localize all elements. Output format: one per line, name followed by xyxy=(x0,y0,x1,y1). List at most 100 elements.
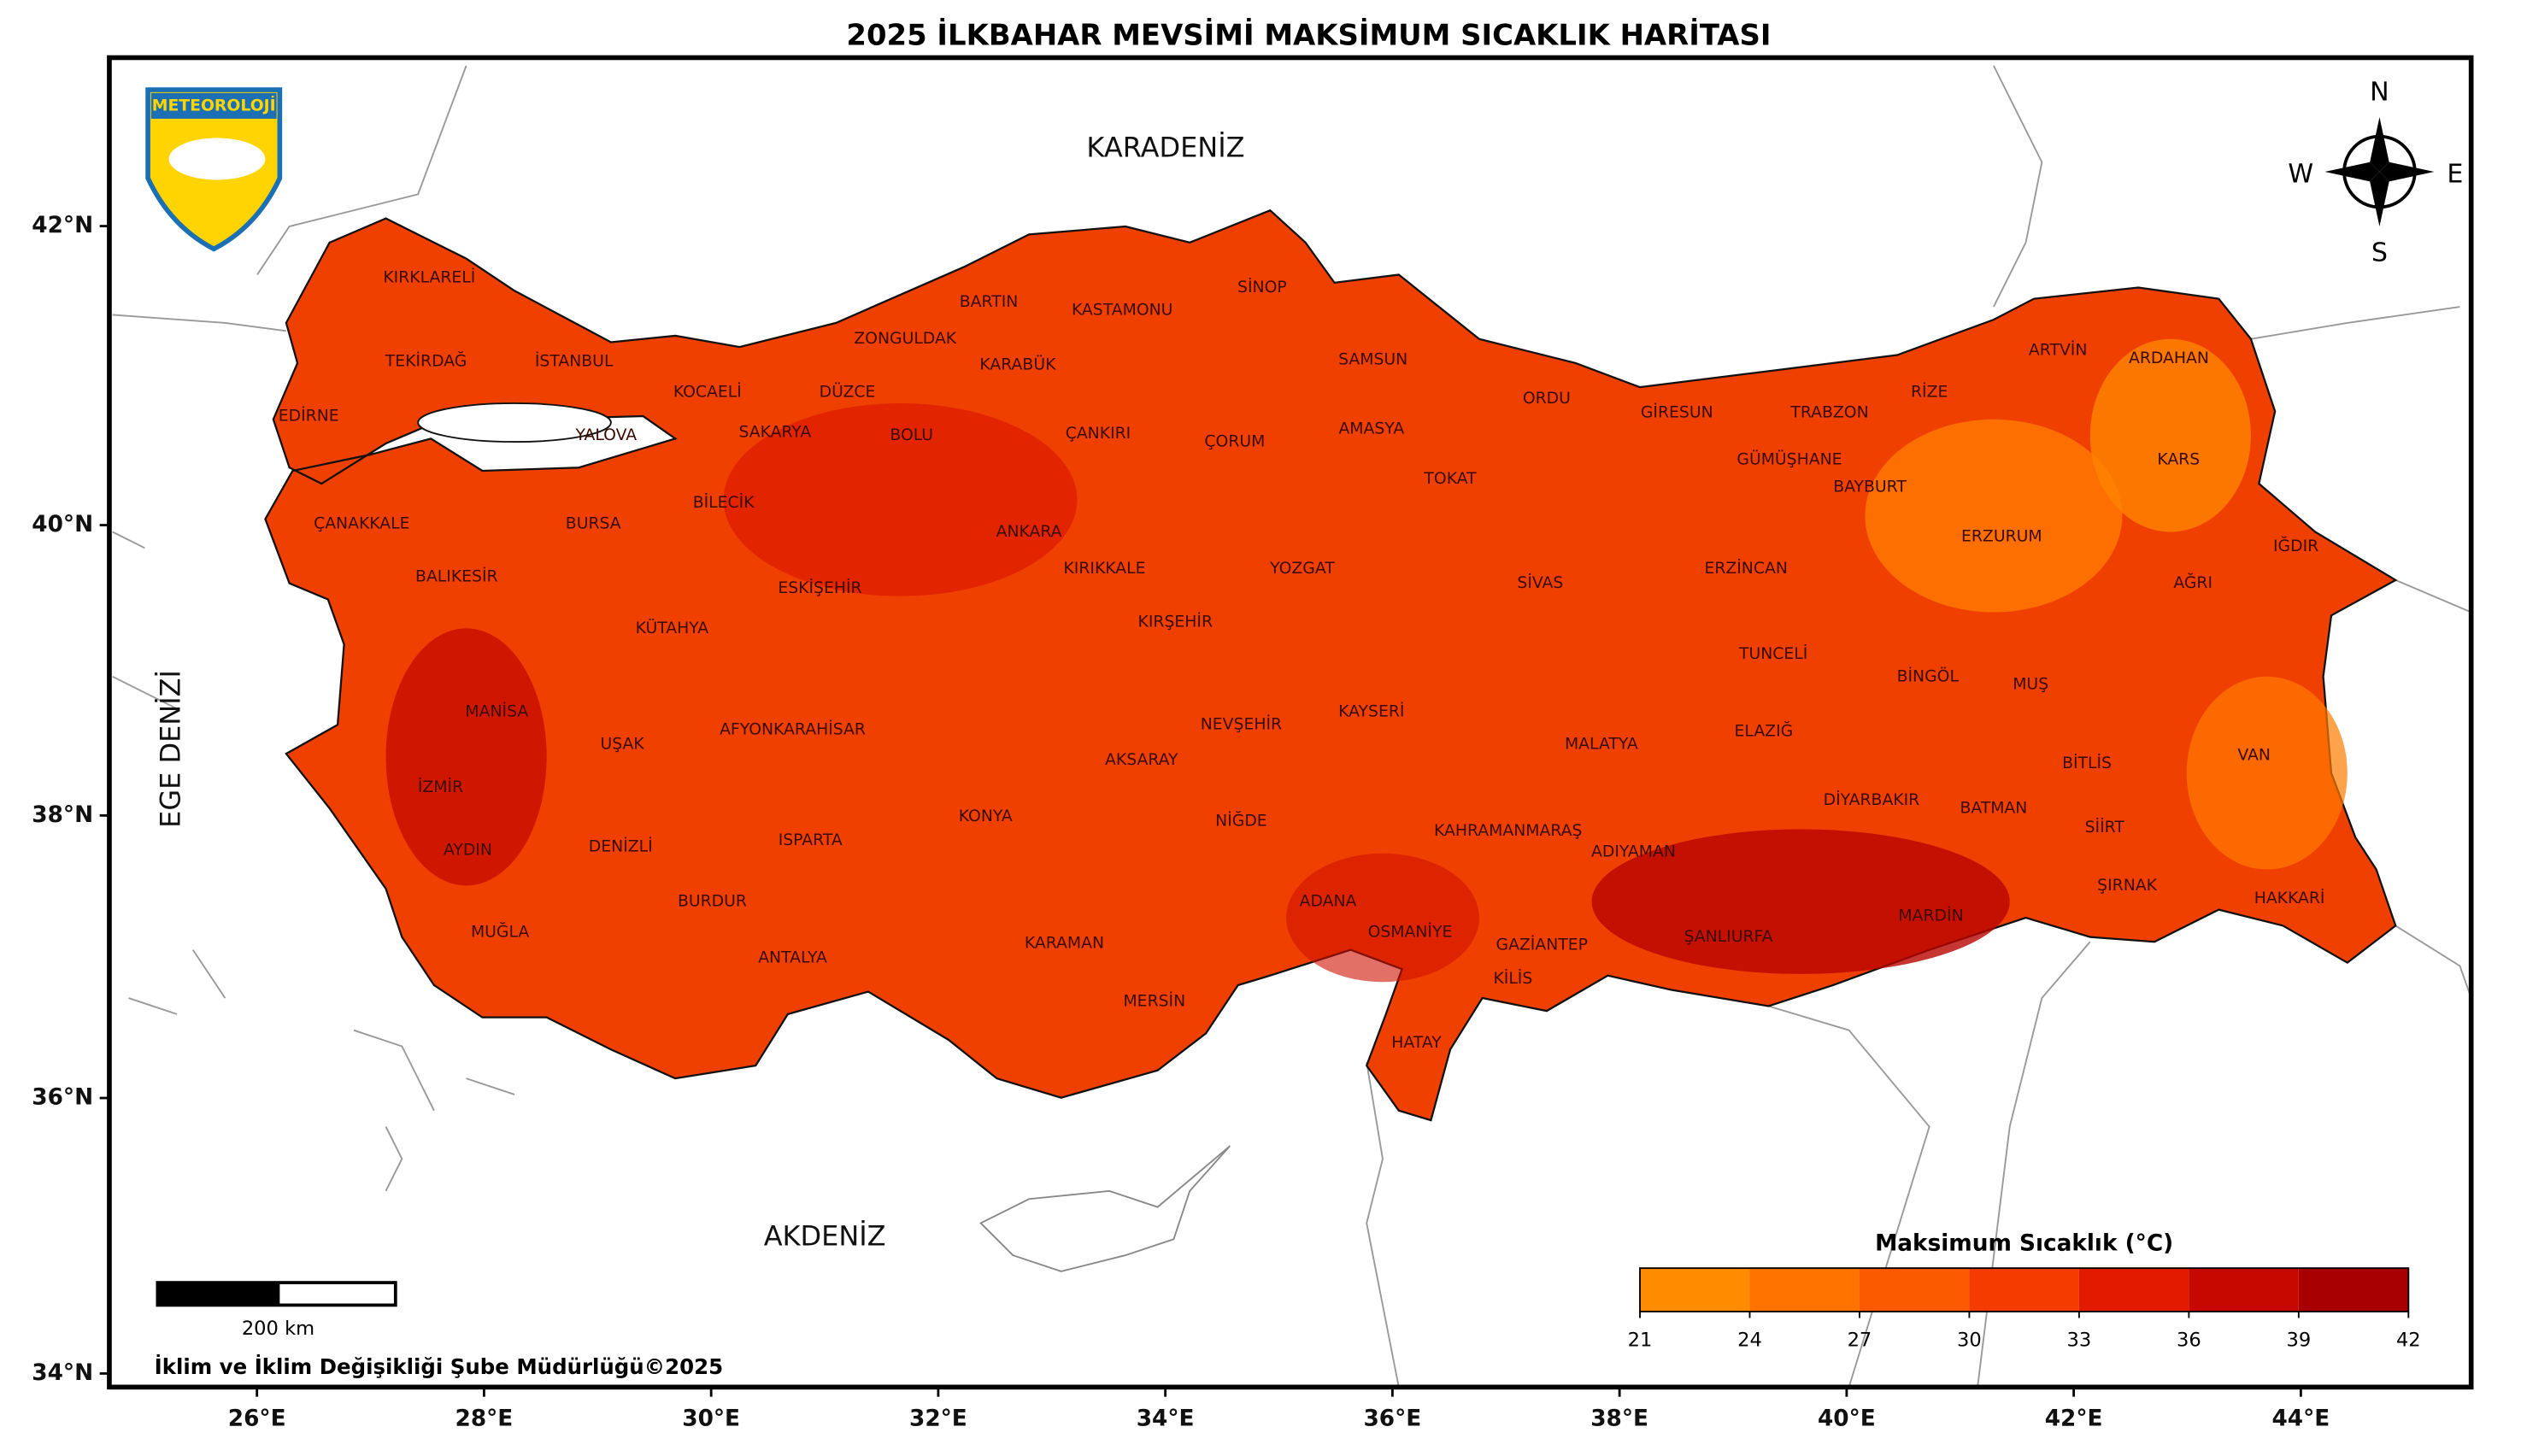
scale-label: 200 km xyxy=(242,1318,314,1340)
province-label: ERZURUM xyxy=(1961,528,2042,546)
province-label: BATMAN xyxy=(1960,800,2027,818)
logo-text: METEOROLOJİ xyxy=(152,94,276,114)
temperature-field xyxy=(264,208,2398,1122)
colorbar-tick-label: 21 xyxy=(1628,1329,1653,1351)
colorbar-tick-label: 36 xyxy=(2177,1329,2201,1351)
province-label: ÇANAKKALE xyxy=(314,515,409,533)
province-label: UŞAK xyxy=(600,735,644,753)
x-tick-label: 44°E xyxy=(2271,1406,2330,1431)
province-label: KIRŞEHİR xyxy=(1138,611,1213,631)
province-label: KİLİS xyxy=(1493,968,1532,988)
province-label: SİVAS xyxy=(1517,572,1563,592)
compass-needle xyxy=(2379,161,2435,182)
province-label: GAZİANTEP xyxy=(1496,934,1588,954)
province-label: ZONGULDAK xyxy=(854,330,957,348)
islands xyxy=(128,949,515,1192)
compass-n: N xyxy=(2370,77,2389,107)
colorbar-tick-label: 33 xyxy=(2067,1329,2092,1351)
province-label: MUĞLA xyxy=(471,920,529,941)
province-label: TEKİRDAĞ xyxy=(385,350,467,371)
x-tick-label: 30°E xyxy=(682,1406,740,1431)
marmara-sea xyxy=(417,402,612,443)
province-label: BALIKESİR xyxy=(415,567,498,586)
province-label: MALATYA xyxy=(1565,735,1638,753)
province-label: ARTVİN xyxy=(2029,339,2088,359)
basemap xyxy=(112,65,2472,1388)
hot-zone xyxy=(1286,853,1479,983)
province-label: TOKAT xyxy=(1423,470,1477,488)
province-label: BURDUR xyxy=(678,893,747,911)
province-label: ERZİNCAN xyxy=(1704,558,1787,578)
colorbar-segment xyxy=(1969,1268,2079,1312)
compass-needle xyxy=(2324,161,2380,182)
province-label: BOLU xyxy=(890,426,933,444)
neighbor-border xyxy=(112,65,2472,1388)
cyprus xyxy=(979,1145,1231,1272)
province-label: KARAMAN xyxy=(1025,935,1104,953)
legend-title: Maksimum Sıcaklık (°C) xyxy=(1875,1230,2173,1256)
y-tick-label: 34°N xyxy=(32,1360,93,1386)
province-label: OSMANİYE xyxy=(1368,921,1453,941)
cool-zone xyxy=(2089,338,2251,532)
colorbar-frame xyxy=(1639,1267,2410,1312)
province-label: AFYONKARAHİSAR xyxy=(720,719,866,738)
province-label: ARDAHAN xyxy=(2129,349,2209,367)
scale-bar: 200 km xyxy=(156,1281,397,1340)
colorbar-segment xyxy=(2298,1268,2409,1312)
colorbar-tick-label: 42 xyxy=(2396,1329,2421,1351)
colorbar-segment xyxy=(2078,1268,2189,1312)
province-label: NİĞDE xyxy=(1215,810,1267,831)
logo-cloud xyxy=(168,138,266,180)
compass-needle xyxy=(2370,117,2389,173)
province-label: İSTANBUL xyxy=(535,351,614,371)
province-label: ŞIRNAK xyxy=(2097,877,2157,895)
colorbar-segment xyxy=(1640,1268,1750,1312)
province-label: ISPARTA xyxy=(779,831,843,849)
province-label: AMASYA xyxy=(1338,420,1404,438)
y-tick-label: 38°N xyxy=(32,802,93,828)
colorbar-tick-label: 27 xyxy=(1848,1329,1872,1351)
province-label: ANTALYA xyxy=(758,949,827,967)
hot-zone xyxy=(1591,829,2010,974)
colorbar-segment xyxy=(2189,1268,2299,1312)
footer: İklim ve İklim Değişikliği Şube Müdürlüğ… xyxy=(155,1354,724,1379)
province-label: BİNGÖL xyxy=(1897,666,1960,685)
province-label: TUNCELİ xyxy=(1738,643,1807,663)
scale-bar-fill xyxy=(157,1283,280,1306)
province-label: SAMSUN xyxy=(1338,351,1407,369)
sea-label: EGE DENİZİ xyxy=(154,670,186,828)
sea-label: AKDENİZ xyxy=(764,1219,886,1252)
province-label: ORDU xyxy=(1523,390,1571,408)
province-label: ŞANLIURFA xyxy=(1684,928,1772,946)
province-label: BARTIN xyxy=(960,293,1019,311)
compass-s: S xyxy=(2371,238,2388,267)
logo: METEOROLOJİ xyxy=(145,87,283,252)
x-tick-label: 40°E xyxy=(1818,1406,1876,1431)
province-label: KARS xyxy=(2157,450,2200,468)
colorbar-tick-label: 24 xyxy=(1737,1329,1762,1351)
cool-zone xyxy=(1865,419,2123,613)
province-label: BAYBURT xyxy=(1833,478,1907,496)
province-label: AKSARAY xyxy=(1105,751,1178,769)
province-label: DÜZCE xyxy=(820,381,876,401)
province-label: KÜTAHYA xyxy=(636,618,709,637)
compass-needle xyxy=(2370,172,2389,227)
province-label: HATAY xyxy=(1391,1034,1442,1052)
hot-zone xyxy=(723,402,1078,596)
province-label: VAN xyxy=(2237,746,2271,764)
logo-band xyxy=(150,92,277,119)
province-label: ADIYAMAN xyxy=(1591,842,1676,860)
province-label: RİZE xyxy=(1911,381,1948,401)
province-label: ELAZIĞ xyxy=(1735,719,1794,740)
province-label: DENİZLİ xyxy=(589,837,653,856)
province-label: DİYARBAKIR xyxy=(1824,790,1920,809)
province-label: KIRKLARELİ xyxy=(383,267,475,287)
province-label: HAKKARİ xyxy=(2254,888,2325,907)
province-label: MARDİN xyxy=(1898,906,1963,925)
province-label: KOCAELİ xyxy=(673,381,742,401)
compass-e: E xyxy=(2447,159,2463,189)
province-label: YALOVA xyxy=(574,426,637,444)
province-label: SİİRT xyxy=(2085,817,2125,837)
province-label: KASTAMONU xyxy=(1072,301,1173,319)
